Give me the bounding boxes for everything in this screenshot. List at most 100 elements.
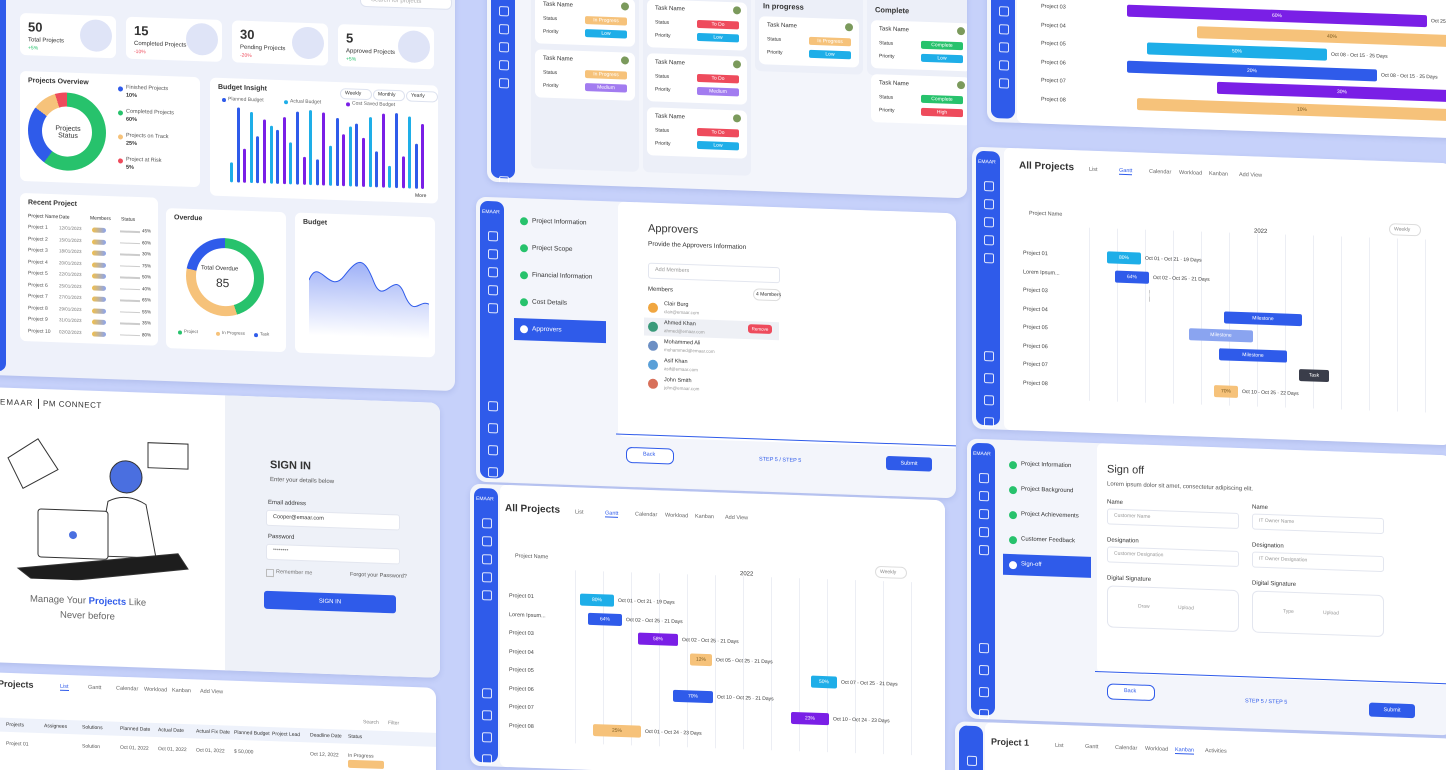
task-name: Task Name — [767, 22, 798, 30]
nav-icon[interactable] — [979, 642, 989, 654]
view-tab[interactable]: Workload — [1179, 169, 1203, 177]
step-label: Sign-off — [1021, 561, 1042, 569]
view-tab[interactable]: List — [1055, 742, 1064, 750]
nav-icon[interactable] — [488, 303, 498, 314]
nav-icon[interactable] — [482, 554, 492, 565]
nav-icon[interactable] — [979, 664, 989, 676]
nav-icon[interactable] — [979, 526, 989, 538]
view-tab[interactable]: Calendar — [1149, 168, 1172, 176]
text-input[interactable]: Customer Designation — [1107, 546, 1239, 568]
nav-icon[interactable] — [999, 24, 1009, 35]
avatar — [733, 60, 741, 69]
checkbox[interactable] — [266, 568, 274, 578]
view-tab[interactable]: Workload — [1145, 745, 1169, 753]
view-tab[interactable]: Calendar — [1115, 744, 1138, 752]
nav-icon[interactable] — [984, 253, 994, 264]
view-tab[interactable]: List — [575, 509, 584, 516]
nav-icon[interactable] — [488, 231, 498, 242]
nav-icon[interactable] — [984, 417, 994, 428]
nav-icon[interactable] — [482, 688, 492, 699]
nav-icon[interactable] — [979, 490, 989, 502]
nav-icon[interactable] — [979, 508, 989, 520]
submit-button[interactable]: Submit — [1369, 702, 1415, 719]
view-tab[interactable]: Workload — [144, 686, 168, 694]
step[interactable]: Project Scope — [514, 237, 606, 262]
placeholder: Customer Designation — [1114, 550, 1164, 559]
submit-button[interactable]: Submit — [886, 455, 932, 472]
view-tab[interactable]: Kanban — [1175, 746, 1194, 755]
step[interactable]: Sign-off — [1003, 553, 1091, 578]
nav-icon[interactable] — [984, 217, 994, 228]
filter-label: Weekly — [880, 569, 897, 576]
nav-icon[interactable] — [482, 754, 492, 765]
nav-icon[interactable] — [979, 472, 989, 484]
text-input[interactable]: IT Owner Designation — [1252, 551, 1384, 573]
nav-icon[interactable] — [488, 467, 498, 478]
view-tab[interactable]: Gantt — [1119, 167, 1133, 176]
back-button[interactable]: Back — [626, 446, 674, 465]
view-tab[interactable]: Gantt — [88, 684, 102, 692]
view-tab[interactable]: List — [60, 683, 69, 691]
nav-icon[interactable] — [488, 267, 498, 278]
nav-icon[interactable] — [488, 285, 498, 296]
view-tab[interactable]: Add View — [1239, 171, 1263, 179]
nav-icon[interactable] — [999, 6, 1009, 17]
nav-icon[interactable] — [967, 755, 977, 767]
view-tab[interactable]: Add View — [725, 514, 749, 522]
nav-icon[interactable] — [499, 24, 509, 35]
nav-icon[interactable] — [984, 181, 994, 192]
nav-icon[interactable] — [999, 42, 1009, 53]
step[interactable]: Project Information — [1003, 454, 1091, 478]
nav-icon[interactable] — [499, 42, 509, 53]
nav-icon[interactable] — [482, 732, 492, 743]
view-tab[interactable]: List — [1089, 166, 1098, 174]
view-tab[interactable]: Workload — [665, 512, 689, 520]
nav-icon[interactable] — [488, 401, 498, 412]
input-value: •••••••• — [273, 547, 289, 554]
nav-icon[interactable] — [984, 199, 994, 210]
add-members-input[interactable]: Add Members — [648, 262, 780, 284]
nav-icon[interactable] — [488, 249, 498, 260]
nav-icon[interactable] — [488, 423, 498, 434]
nav-icon[interactable] — [482, 572, 492, 583]
nav-icon[interactable] — [499, 60, 509, 71]
view-tab[interactable]: Calendar — [635, 511, 658, 519]
back-button[interactable]: Back — [1107, 683, 1155, 702]
nav-icon[interactable] — [979, 686, 989, 698]
nav-icon[interactable] — [979, 544, 989, 556]
view-tab[interactable]: Add View — [200, 688, 224, 696]
view-tab[interactable]: Kanban — [1209, 170, 1228, 178]
view-tab[interactable]: Activities — [1205, 748, 1227, 755]
nav-icon[interactable] — [482, 710, 492, 721]
view-tab[interactable]: Kanban — [695, 513, 714, 521]
view-tab[interactable]: Gantt — [1085, 743, 1099, 751]
nav-icon[interactable] — [488, 445, 498, 456]
nav-icon[interactable] — [999, 78, 1009, 89]
text-input[interactable]: IT Owner Name — [1252, 513, 1384, 535]
step[interactable]: Project Information — [514, 210, 606, 235]
step[interactable]: Project Achievements — [1003, 504, 1091, 528]
nav-icon[interactable] — [984, 395, 994, 406]
view-tab[interactable]: Kanban — [172, 687, 191, 695]
step[interactable]: Approvers — [514, 317, 606, 344]
nav-icon[interactable] — [984, 351, 994, 362]
view-tab[interactable]: Calendar — [116, 685, 139, 693]
step[interactable]: Project Background — [1003, 479, 1091, 503]
members-count-text: 4 Members — [756, 291, 782, 299]
nav-icon[interactable] — [482, 536, 492, 547]
step[interactable]: Customer Feedback — [1003, 529, 1091, 553]
nav-icon[interactable] — [482, 518, 492, 529]
nav-icon[interactable] — [999, 60, 1009, 71]
nav-icon[interactable] — [499, 78, 509, 89]
nav-icon[interactable] — [499, 176, 509, 187]
nav-icon[interactable] — [984, 373, 994, 384]
nav-icon[interactable] — [482, 590, 492, 601]
step[interactable]: Financial Information — [514, 264, 606, 289]
step[interactable]: Cost Details — [514, 291, 606, 316]
nav-icon[interactable] — [984, 235, 994, 246]
remove-button[interactable]: Remove — [748, 324, 772, 334]
nav-icon[interactable] — [979, 708, 989, 720]
view-tab[interactable]: Gantt — [605, 510, 619, 518]
nav-icon[interactable] — [499, 6, 509, 17]
text-input[interactable]: Customer Name — [1107, 508, 1239, 530]
